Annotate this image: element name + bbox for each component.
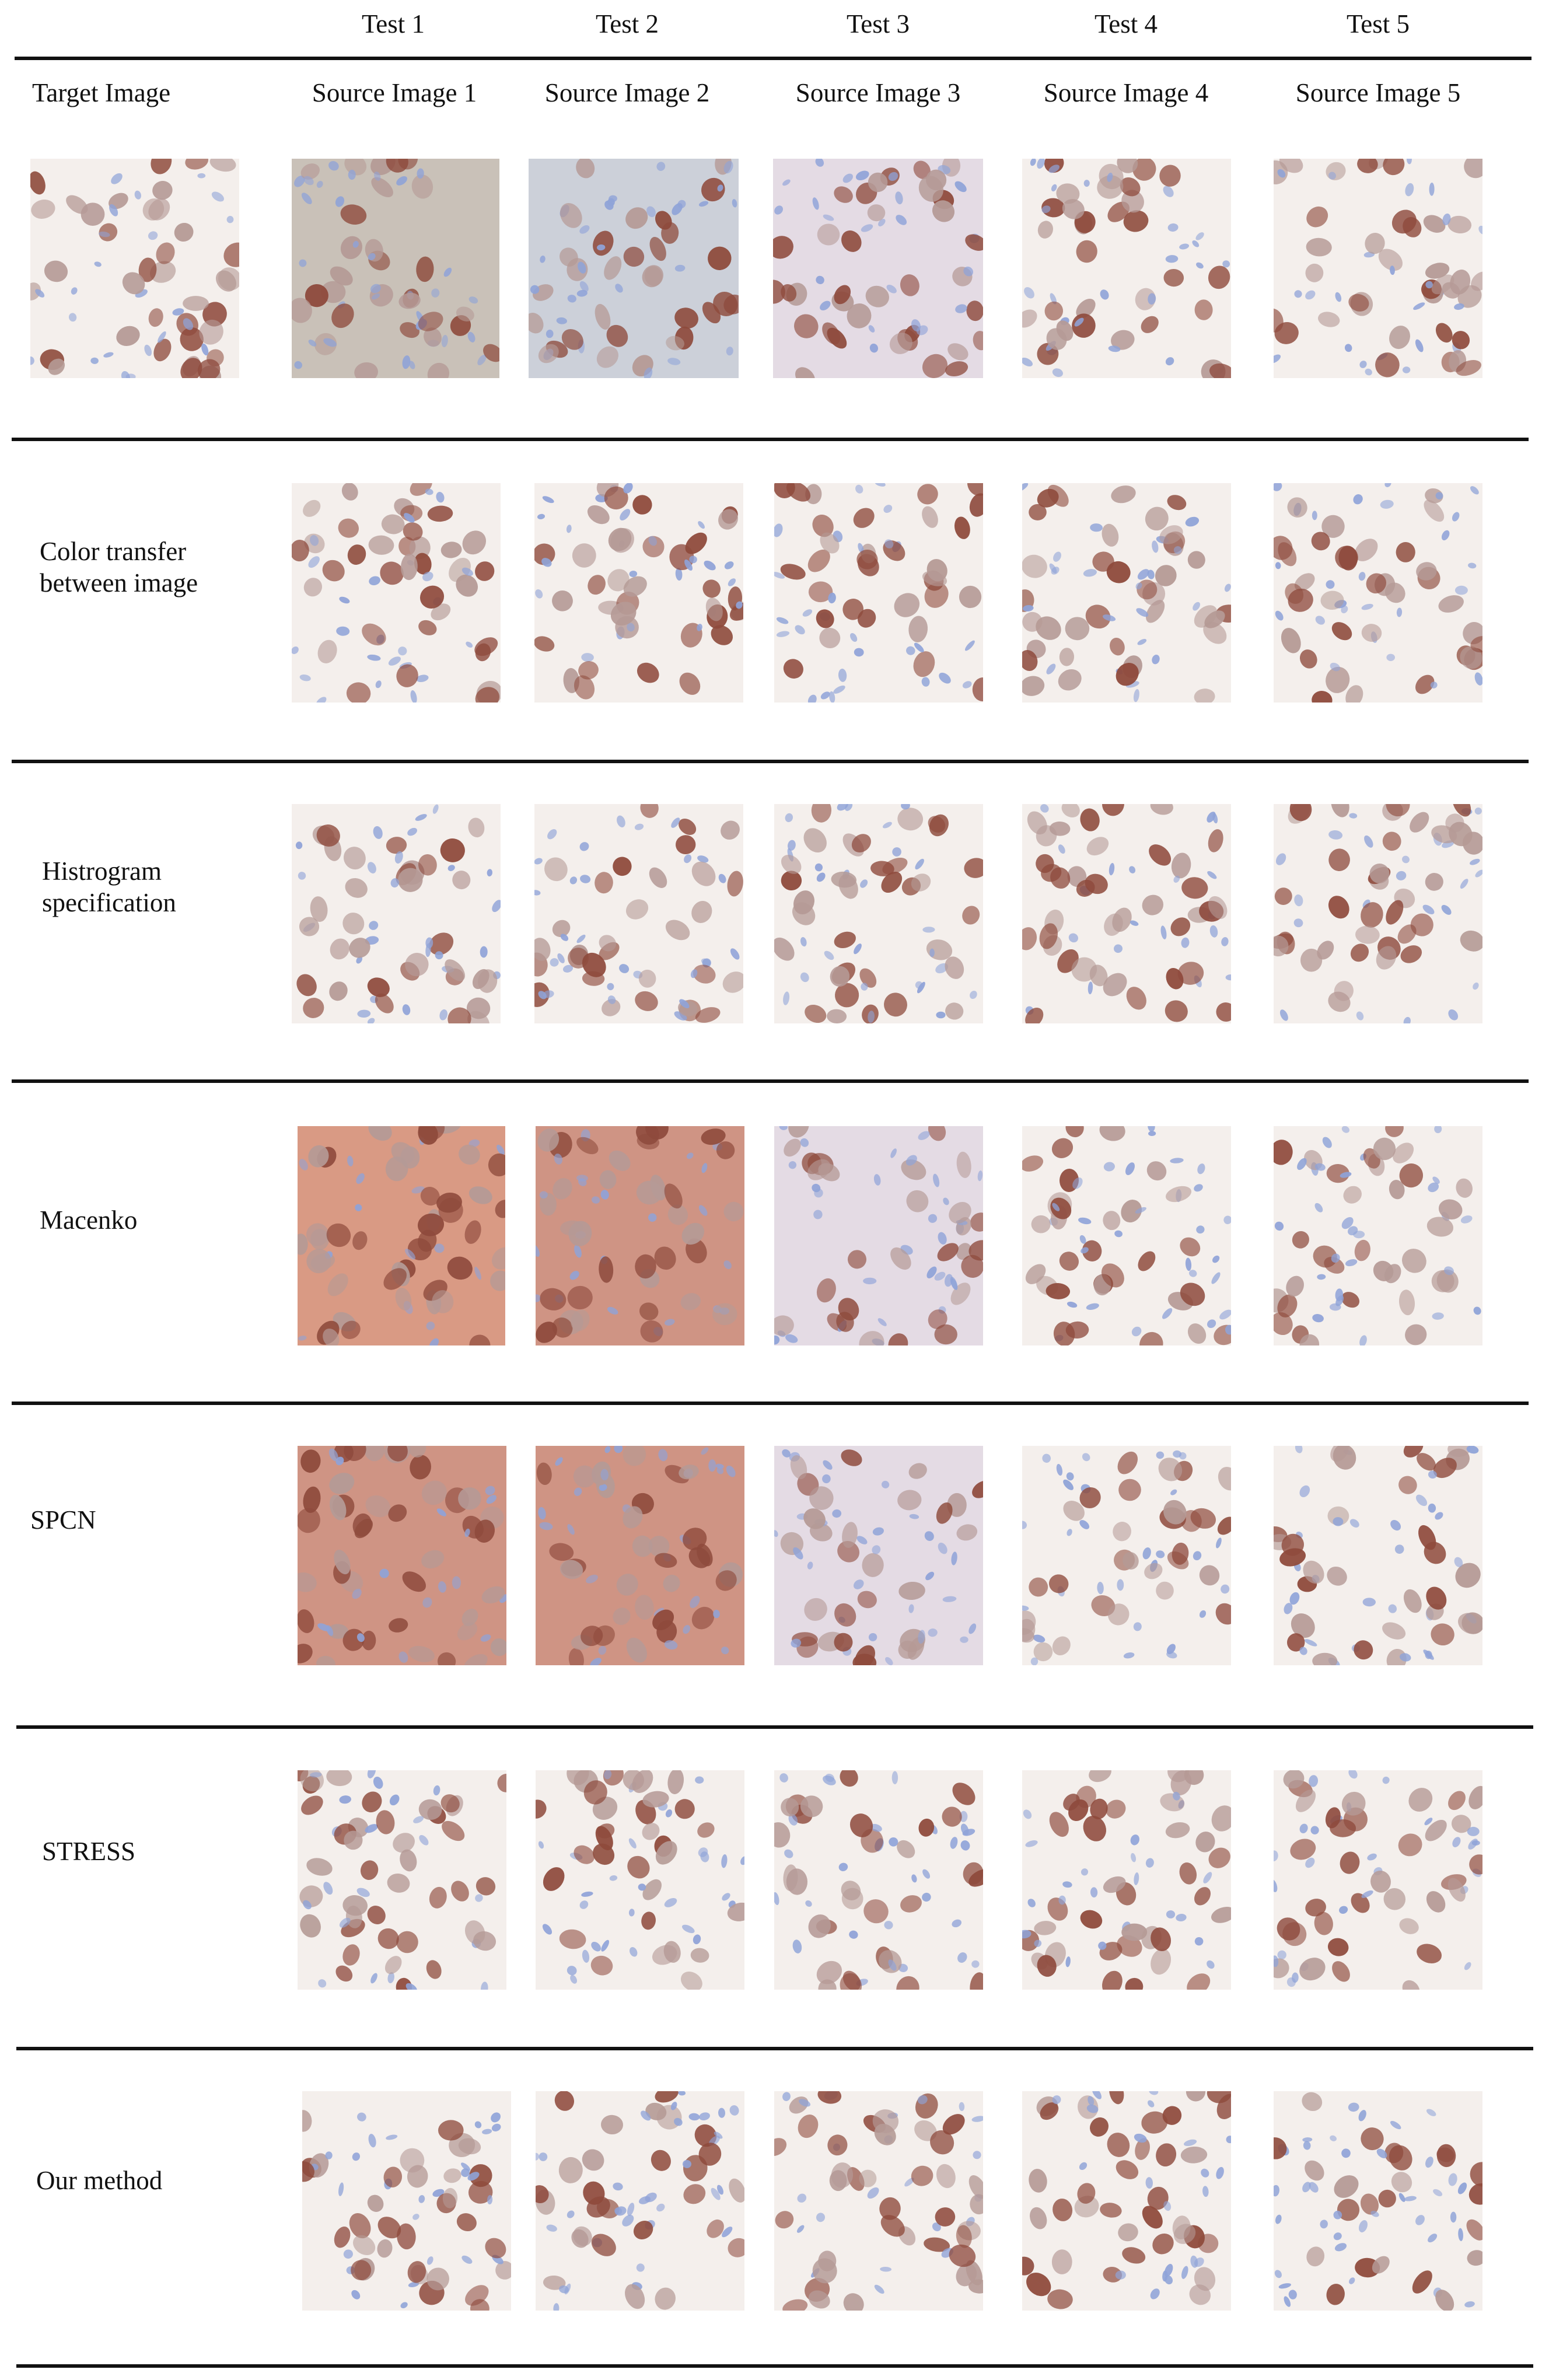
tissue-image	[536, 1446, 744, 1665]
macenko-result-2	[536, 1126, 744, 1345]
stress-result-4	[1022, 1770, 1231, 1990]
tissue-image	[1022, 483, 1231, 703]
tissue-image	[774, 1770, 983, 1990]
tissue-image	[1022, 1770, 1231, 1990]
color-transfer-result-2	[534, 483, 743, 703]
method-label-our-method: Our method	[36, 2166, 163, 2195]
macenko-result-1	[298, 1126, 505, 1345]
color-transfer-result-5	[1274, 483, 1482, 703]
histogram-result-2	[534, 804, 743, 1023]
rule-4	[12, 1402, 1529, 1405]
bottom-rule	[16, 2364, 1533, 2368]
tissue-image	[298, 1770, 506, 1990]
spcn-result-4	[1022, 1446, 1231, 1665]
tissue-image	[1274, 1126, 1482, 1345]
rule-3	[12, 1079, 1529, 1083]
tissue-image	[774, 2091, 983, 2311]
source-image-3-label: Source Image 3	[795, 78, 961, 107]
tissue-image	[30, 159, 239, 378]
tissue-image	[1274, 2091, 1482, 2311]
spcn-result-3	[774, 1446, 983, 1665]
our-method-result-1	[302, 2091, 511, 2311]
stress-result-3	[774, 1770, 983, 1990]
tissue-image	[536, 1126, 744, 1345]
top-rule	[15, 57, 1531, 60]
source-image-3	[773, 159, 983, 378]
rule-1	[12, 438, 1529, 441]
tissue-image	[298, 1446, 506, 1665]
header-test-1: Test 1	[361, 9, 425, 39]
stress-result-5	[1274, 1770, 1482, 1990]
color-transfer-result-4	[1022, 483, 1231, 703]
our-method-result-2	[536, 2091, 744, 2311]
macenko-result-5	[1274, 1126, 1482, 1345]
color-transfer-result-3	[774, 483, 983, 703]
method-label-macenko: Macenko	[40, 1205, 138, 1235]
header-test-5: Test 5	[1346, 9, 1410, 39]
method-label-spcn: SPCN	[30, 1505, 96, 1535]
macenko-result-3	[774, 1126, 983, 1345]
histogram-result-4	[1022, 804, 1231, 1023]
tissue-image	[534, 483, 743, 703]
tissue-image	[1274, 159, 1482, 378]
tissue-image	[292, 483, 501, 703]
rule-2	[12, 760, 1529, 763]
tissue-image	[1022, 1446, 1231, 1665]
our-method-result-5	[1274, 2091, 1482, 2311]
tissue-image	[1274, 1770, 1482, 1990]
rule-5	[16, 1725, 1533, 1729]
stress-result-2	[536, 1770, 744, 1990]
tissue-image	[292, 804, 501, 1023]
histogram-result-3	[774, 804, 983, 1023]
tissue-image	[536, 1770, 744, 1990]
spcn-result-1	[298, 1446, 506, 1665]
tissue-image	[774, 1126, 983, 1345]
tissue-image	[534, 804, 743, 1023]
header-test-4: Test 4	[1094, 9, 1158, 39]
tissue-image	[529, 159, 739, 378]
spcn-result-5	[1274, 1446, 1482, 1665]
tissue-image	[1274, 804, 1482, 1023]
tissue-image	[302, 2091, 511, 2311]
tissue-image	[1022, 804, 1231, 1023]
tissue-image	[774, 1446, 983, 1665]
source-image-1	[292, 159, 499, 378]
tissue-image	[774, 804, 983, 1023]
header-test-3: Test 3	[846, 9, 910, 39]
stress-result-1	[298, 1770, 506, 1990]
tissue-image	[1022, 159, 1231, 378]
tissue-image	[536, 2091, 744, 2311]
source-image-1-label: Source Image 1	[312, 78, 477, 107]
color-transfer-result-1	[292, 483, 501, 703]
source-image-4-label: Source Image 4	[1043, 78, 1209, 107]
tissue-image	[1274, 1446, 1482, 1665]
tissue-image	[1022, 1126, 1231, 1345]
tissue-image	[774, 483, 983, 703]
tissue-image	[292, 159, 499, 378]
source-image-4	[1022, 159, 1231, 378]
source-image-5-label: Source Image 5	[1295, 78, 1461, 107]
our-method-result-4	[1022, 2091, 1231, 2311]
tissue-image	[1022, 2091, 1231, 2311]
our-method-result-3	[774, 2091, 983, 2311]
histogram-result-5	[1274, 804, 1482, 1023]
spcn-result-2	[536, 1446, 744, 1665]
header-test-2: Test 2	[595, 9, 659, 39]
macenko-result-4	[1022, 1126, 1231, 1345]
histogram-result-1	[292, 804, 501, 1023]
method-label-stress: STRESS	[42, 1837, 136, 1866]
rule-6	[16, 2047, 1533, 2050]
tissue-image	[773, 159, 983, 378]
tissue-image	[298, 1126, 505, 1345]
method-label-histogram: Histrogram specification	[42, 857, 176, 917]
target-image	[30, 159, 239, 378]
source-image-2	[529, 159, 739, 378]
tissue-image	[1274, 483, 1482, 703]
source-image-2-label: Source Image 2	[544, 78, 710, 107]
target-image-label: Target Image	[32, 78, 171, 107]
source-image-5	[1274, 159, 1482, 378]
method-label-color-transfer: Color transfer between image	[40, 537, 198, 597]
